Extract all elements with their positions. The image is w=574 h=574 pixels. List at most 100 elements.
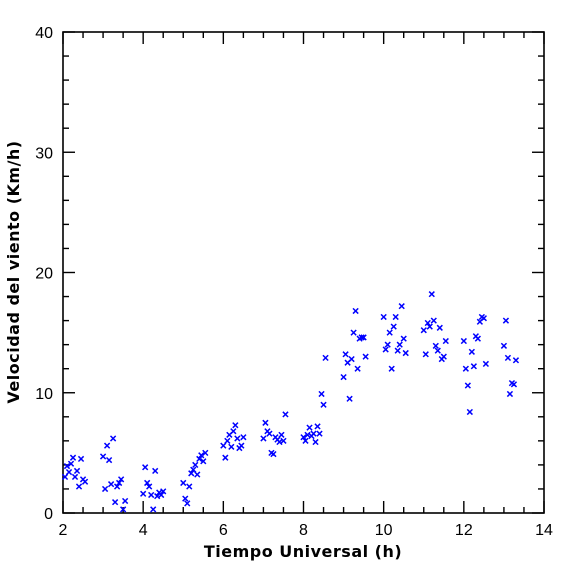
data-point — [382, 346, 389, 353]
data-point — [432, 342, 439, 349]
data-point — [77, 455, 85, 463]
data-point — [468, 348, 475, 355]
data-point — [352, 307, 359, 315]
data-point — [101, 485, 109, 493]
data-point — [322, 354, 329, 362]
data-point — [502, 317, 510, 324]
x-tick-label: 2 — [59, 522, 68, 539]
data-point — [426, 323, 433, 330]
data-point — [103, 442, 111, 449]
data-point — [144, 479, 151, 487]
data-point — [184, 500, 191, 507]
data-point — [140, 490, 147, 497]
data-point — [67, 460, 75, 467]
data-point — [192, 461, 199, 469]
data-point — [394, 347, 401, 354]
data-point — [190, 466, 197, 473]
data-point — [105, 456, 113, 464]
data-point — [436, 324, 443, 331]
data-point — [111, 499, 119, 506]
data-point — [222, 454, 229, 461]
data-point — [228, 443, 235, 450]
y-tick-label: 10 — [35, 386, 53, 403]
data-point — [312, 438, 319, 446]
data-point — [160, 488, 167, 495]
data-point — [348, 355, 355, 363]
data-point — [234, 435, 241, 442]
data-point — [314, 423, 321, 430]
data-point — [306, 424, 313, 431]
data-point — [380, 313, 387, 321]
data-point — [482, 360, 490, 368]
data-point — [310, 430, 317, 437]
x-axis-label: Tiempo Universal (h) — [204, 542, 402, 561]
data-point — [500, 342, 508, 349]
y-tick-labels: 0 10 20 30 40 — [35, 25, 53, 523]
data-point — [428, 291, 435, 298]
data-point — [350, 329, 357, 336]
data-point — [186, 483, 193, 490]
data-point — [340, 373, 347, 381]
x-tick-label: 6 — [219, 522, 228, 539]
data-point — [73, 467, 81, 475]
data-point — [99, 453, 107, 460]
data-point — [390, 323, 397, 330]
data-point — [220, 442, 227, 449]
data-point — [200, 458, 207, 465]
data-point — [470, 363, 477, 370]
data-point — [238, 442, 245, 449]
data-point — [302, 437, 309, 444]
data-point — [196, 455, 203, 463]
data-point — [262, 419, 269, 426]
y-tick-label: 40 — [35, 25, 53, 42]
data-point — [440, 353, 447, 360]
data-point — [358, 334, 365, 341]
data-point — [146, 483, 153, 490]
data-point — [278, 431, 285, 438]
data-point — [300, 434, 307, 441]
data-point — [386, 329, 393, 336]
data-point — [194, 471, 201, 478]
data-point — [232, 422, 239, 429]
data-point — [280, 437, 287, 444]
x-tick-labels: 2 4 6 8 10 12 14 — [59, 522, 553, 539]
data-point — [362, 353, 369, 360]
data-point — [154, 493, 161, 500]
data-point — [182, 495, 189, 502]
data-point — [434, 347, 441, 354]
data-point — [117, 476, 125, 483]
x-tick-label: 14 — [535, 522, 553, 539]
data-point — [512, 357, 520, 364]
data-point — [121, 497, 129, 505]
data-points — [61, 291, 520, 513]
y-tick-label: 0 — [44, 506, 53, 523]
data-point — [188, 470, 195, 477]
data-point — [318, 390, 325, 398]
data-point — [63, 462, 71, 470]
data-point — [115, 479, 123, 487]
data-point — [360, 334, 367, 341]
y-axis-label: Velocidad del viento (Km/h) — [4, 140, 23, 403]
x-tick-label: 10 — [375, 522, 393, 539]
data-point — [402, 349, 409, 357]
data-point — [266, 430, 273, 437]
data-point — [71, 473, 79, 481]
data-point — [270, 450, 277, 458]
data-point — [304, 431, 311, 438]
data-point — [224, 437, 231, 444]
data-point — [480, 315, 488, 322]
data-point — [400, 335, 407, 342]
data-point — [276, 438, 283, 446]
data-point — [109, 435, 117, 442]
data-point — [158, 491, 165, 499]
data-point — [474, 335, 481, 342]
data-point — [198, 452, 205, 459]
data-point — [346, 395, 353, 402]
data-point — [180, 479, 187, 487]
data-point — [354, 365, 361, 372]
y-tick-label: 30 — [35, 145, 53, 162]
data-point — [260, 435, 267, 442]
data-point — [316, 430, 323, 437]
data-point — [148, 491, 155, 499]
